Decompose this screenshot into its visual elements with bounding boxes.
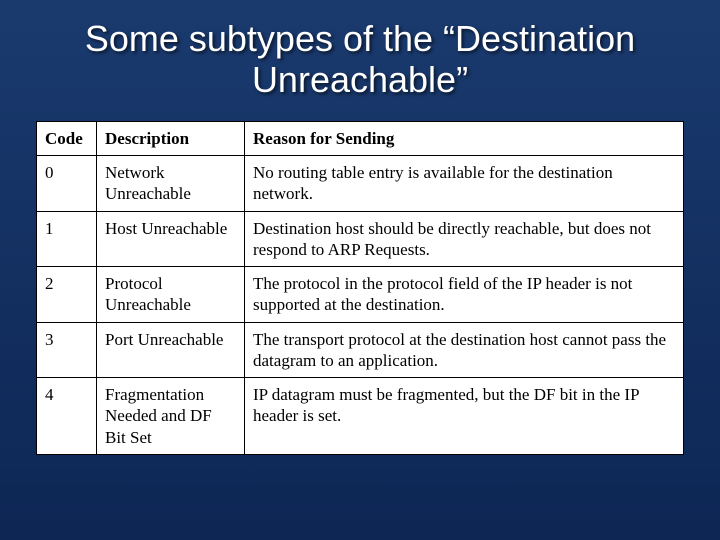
page-title: Some subtypes of the “Destination Unreac… — [36, 18, 684, 101]
table-row: 3 Port Unreachable The transport protoco… — [37, 322, 684, 378]
codes-table: Code Description Reason for Sending 0 Ne… — [36, 121, 684, 455]
col-header-description: Description — [97, 121, 245, 155]
cell-desc: Port Unreachable — [97, 322, 245, 378]
cell-desc: Fragmentation Needed and DF Bit Set — [97, 378, 245, 455]
cell-desc: Network Unreachable — [97, 156, 245, 212]
cell-code: 4 — [37, 378, 97, 455]
cell-reason: The transport protocol at the destinatio… — [245, 322, 684, 378]
cell-code: 3 — [37, 322, 97, 378]
table-row: 4 Fragmentation Needed and DF Bit Set IP… — [37, 378, 684, 455]
cell-desc: Host Unreachable — [97, 211, 245, 267]
cell-code: 0 — [37, 156, 97, 212]
col-header-code: Code — [37, 121, 97, 155]
cell-code: 1 — [37, 211, 97, 267]
col-header-reason: Reason for Sending — [245, 121, 684, 155]
table-row: 0 Network Unreachable No routing table e… — [37, 156, 684, 212]
table-row: 1 Host Unreachable Destination host shou… — [37, 211, 684, 267]
cell-code: 2 — [37, 267, 97, 323]
table-header-row: Code Description Reason for Sending — [37, 121, 684, 155]
slide: Some subtypes of the “Destination Unreac… — [0, 0, 720, 540]
cell-desc: Protocol Unreachable — [97, 267, 245, 323]
cell-reason: IP datagram must be fragmented, but the … — [245, 378, 684, 455]
cell-reason: Destination host should be directly reac… — [245, 211, 684, 267]
table-row: 2 Protocol Unreachable The protocol in t… — [37, 267, 684, 323]
cell-reason: The protocol in the protocol field of th… — [245, 267, 684, 323]
cell-reason: No routing table entry is available for … — [245, 156, 684, 212]
